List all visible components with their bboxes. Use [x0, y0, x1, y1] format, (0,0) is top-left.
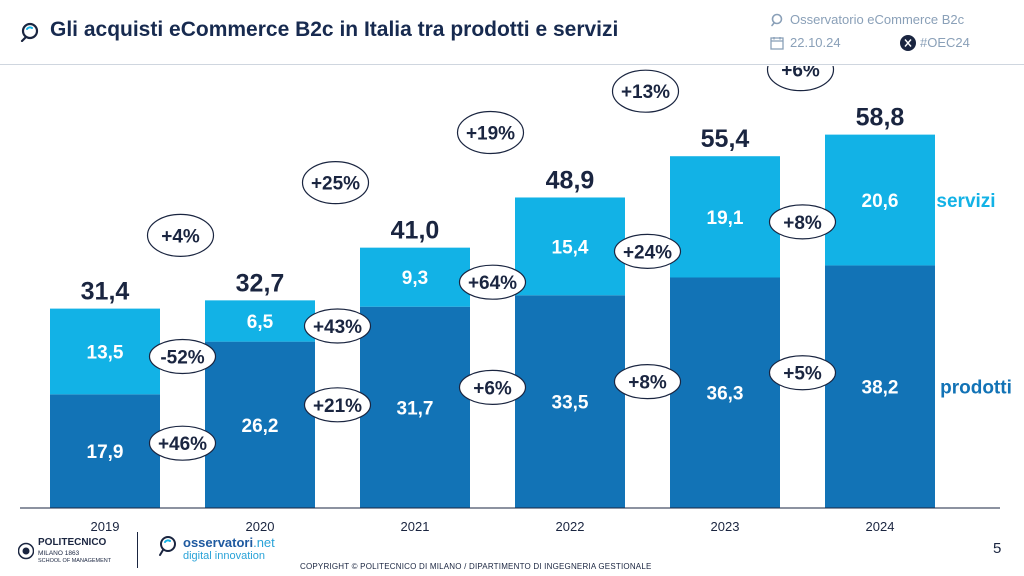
- growth-servizi-bubble: [148, 338, 217, 375]
- growth-total-bubble: [611, 69, 680, 113]
- data-label-servizi: 13,5: [87, 342, 124, 363]
- bar-prodotti-2023: [670, 277, 780, 508]
- x-tick-label: 2020: [246, 519, 275, 532]
- growth-prodotti-bubble: [148, 425, 217, 461]
- growth-prodotti: +21%: [313, 396, 362, 417]
- osservatori-name: osservatori.net: [183, 535, 275, 550]
- politecnico-seal-icon: [18, 542, 34, 560]
- total-label: 41,0: [391, 217, 440, 245]
- osservatori-logo-icon: [159, 536, 176, 556]
- bar-prodotti-2022: [515, 295, 625, 508]
- data-label-prodotti: 33,5: [552, 393, 589, 414]
- growth-servizi: +43%: [313, 317, 362, 338]
- bar-servizi-2021: [360, 247, 470, 307]
- growth-total-bubble: [146, 213, 215, 257]
- date-label: 22.10.24: [790, 35, 841, 50]
- x-tick-label: 2022: [556, 519, 585, 532]
- data-label-prodotti: 31,7: [397, 398, 434, 419]
- x-tick-label: 2019: [91, 519, 120, 532]
- growth-prodotti-bubble: [303, 387, 372, 423]
- bar-prodotti-2019: [50, 394, 160, 508]
- bar-prodotti-2024: [825, 265, 935, 508]
- data-label-servizi: 15,4: [552, 237, 589, 258]
- politecnico-name: POLITECNICO: [38, 537, 107, 548]
- growth-prodotti-bubble: [458, 369, 527, 405]
- growth-servizi-bubble: [303, 308, 372, 344]
- growth-total-bubble: [301, 161, 370, 205]
- growth-prodotti: +5%: [783, 364, 822, 385]
- data-label-servizi: 6,5: [247, 312, 274, 333]
- footer-divider: [137, 532, 138, 568]
- politecnico-sub: MILANO 1863: [38, 550, 80, 557]
- total-label: 58,8: [856, 104, 905, 132]
- growth-total: +4%: [161, 226, 200, 247]
- growth-prodotti: +8%: [628, 373, 667, 394]
- growth-total: +6%: [781, 66, 820, 82]
- bar-servizi-2019: [50, 308, 160, 395]
- total-label: 55,4: [701, 125, 750, 153]
- bar-servizi-2024: [825, 134, 935, 266]
- bar-prodotti-2021: [360, 306, 470, 508]
- copyright: COPYRIGHT © POLITECNICO DI MILANO / DIPA…: [300, 562, 652, 571]
- growth-servizi: -52%: [160, 347, 204, 368]
- bar-prodotti-2020: [205, 341, 315, 508]
- bar-servizi-2022: [515, 197, 625, 296]
- data-label-servizi: 9,3: [402, 268, 428, 289]
- data-label-prodotti: 36,3: [707, 384, 744, 405]
- growth-prodotti: +46%: [158, 434, 207, 455]
- growth-total: +19%: [466, 123, 515, 144]
- data-label-servizi: 19,1: [707, 208, 744, 229]
- politecnico-school: SCHOOL OF MANAGEMENT: [38, 558, 112, 564]
- growth-total: +25%: [311, 174, 360, 195]
- total-label: 48,9: [546, 166, 595, 194]
- growth-servizi-bubble: [458, 264, 527, 300]
- x-tick-label: 2021: [401, 519, 430, 532]
- data-label-prodotti: 26,2: [242, 416, 279, 437]
- growth-servizi: +8%: [783, 213, 822, 234]
- growth-servizi: +24%: [623, 242, 672, 263]
- growth-servizi-bubble: [613, 233, 682, 269]
- data-label-prodotti: 38,2: [862, 378, 899, 399]
- growth-total: +13%: [621, 82, 670, 103]
- legend-servizi: servizi: [936, 191, 995, 212]
- data-label-prodotti: 17,9: [87, 442, 124, 463]
- magnifier-icon: [771, 13, 783, 27]
- stacked-bar-chart: 17,9 13,5 31,4 2019 26,2 6,5 32,7 2020 31,7 9,3 41…: [20, 66, 1012, 532]
- header-divider: [0, 64, 1024, 65]
- growth-total-bubble: [456, 110, 525, 155]
- page-title: Gli acquisti eCommerce B2c in Italia tra…: [50, 18, 619, 41]
- x-tick-label: 2024: [866, 519, 895, 532]
- growth-total-bubble: [766, 66, 835, 92]
- magnifier-logo-icon: [20, 22, 39, 42]
- growth-prodotti-bubble: [768, 355, 837, 391]
- growth-servizi-bubble: [768, 204, 837, 240]
- politecnico-logo: [18, 535, 128, 567]
- page-number: 5: [993, 540, 1002, 557]
- growth-prodotti: +6%: [473, 378, 512, 399]
- calendar-icon: [770, 37, 784, 50]
- growth-prodotti-bubble: [613, 364, 682, 400]
- hashtag-label: #OEC24: [920, 35, 970, 50]
- bar-servizi-2020: [205, 300, 315, 342]
- total-label: 32,7: [236, 269, 285, 297]
- header: Gli acquisti eCommerce B2c in Italia tra…: [0, 0, 1024, 64]
- growth-servizi: +64%: [468, 273, 517, 294]
- data-label-servizi: 20,6: [862, 191, 899, 212]
- total-label: 31,4: [81, 278, 130, 306]
- legend-prodotti: prodotti: [940, 378, 1012, 399]
- x-tick-label: 2023: [711, 519, 740, 532]
- bar-servizi-2023: [670, 156, 780, 278]
- source-label: Osservatorio eCommerce B2c: [790, 12, 965, 27]
- osservatori-sub: digital innovation: [183, 550, 265, 562]
- x-social-icon: [900, 35, 916, 51]
